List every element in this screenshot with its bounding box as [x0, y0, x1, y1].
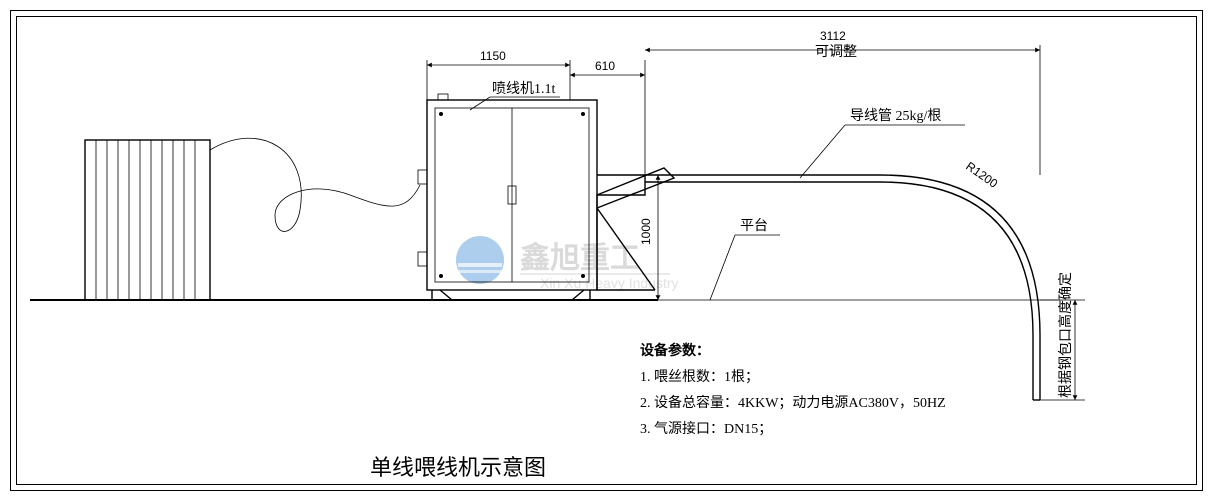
params-line-2: 2. 设备总容量：4KKW；动力电源AC380V，50HZ [640, 394, 946, 411]
caption: 单线喂线机示意图 [370, 455, 546, 480]
params-line-1: 1. 喂丝根数：1根； [640, 369, 759, 385]
svg-text:610: 610 [595, 59, 615, 73]
dim-3112: 3112 可调整 [645, 29, 1040, 175]
watermark-main: 鑫旭重工 [520, 241, 640, 275]
svg-text:根据钢包口高度确定: 根据钢包口高度确定 [1057, 272, 1074, 398]
svg-text:导线管 25kg/根: 导线管 25kg/根 [850, 108, 941, 124]
feed-wire [210, 138, 420, 231]
right-side-dim: 根据钢包口高度确定 [1040, 272, 1085, 400]
params-block: 设备参数： 1. 喂丝根数：1根； 2. 设备总容量：4KKW；动力电源AC38… [640, 342, 946, 437]
svg-text:可调整: 可调整 [815, 44, 857, 60]
guide-tube [645, 175, 1040, 400]
wire-spool [85, 140, 210, 300]
dim-r1200: R1200 [963, 159, 1000, 191]
svg-text:平台: 平台 [740, 218, 768, 234]
diagram-svg: 鑫旭重工 Xin Xu Heavy Industry [0, 0, 1213, 501]
params-title: 设备参数： [640, 342, 710, 359]
label-machine: 喷线机1.1t [470, 81, 560, 110]
svg-text:3112: 3112 [820, 29, 846, 43]
svg-text:R1200: R1200 [963, 159, 1000, 191]
label-platform: 平台 [710, 218, 780, 300]
label-tube: 导线管 25kg/根 [800, 108, 965, 178]
svg-text:1150: 1150 [480, 49, 506, 63]
svg-text:1000: 1000 [639, 218, 653, 245]
params-line-3: 3. 气源接口：DN15； [640, 420, 772, 437]
dim-610: 610 [570, 59, 645, 175]
svg-text:喷线机1.1t: 喷线机1.1t [492, 81, 555, 97]
